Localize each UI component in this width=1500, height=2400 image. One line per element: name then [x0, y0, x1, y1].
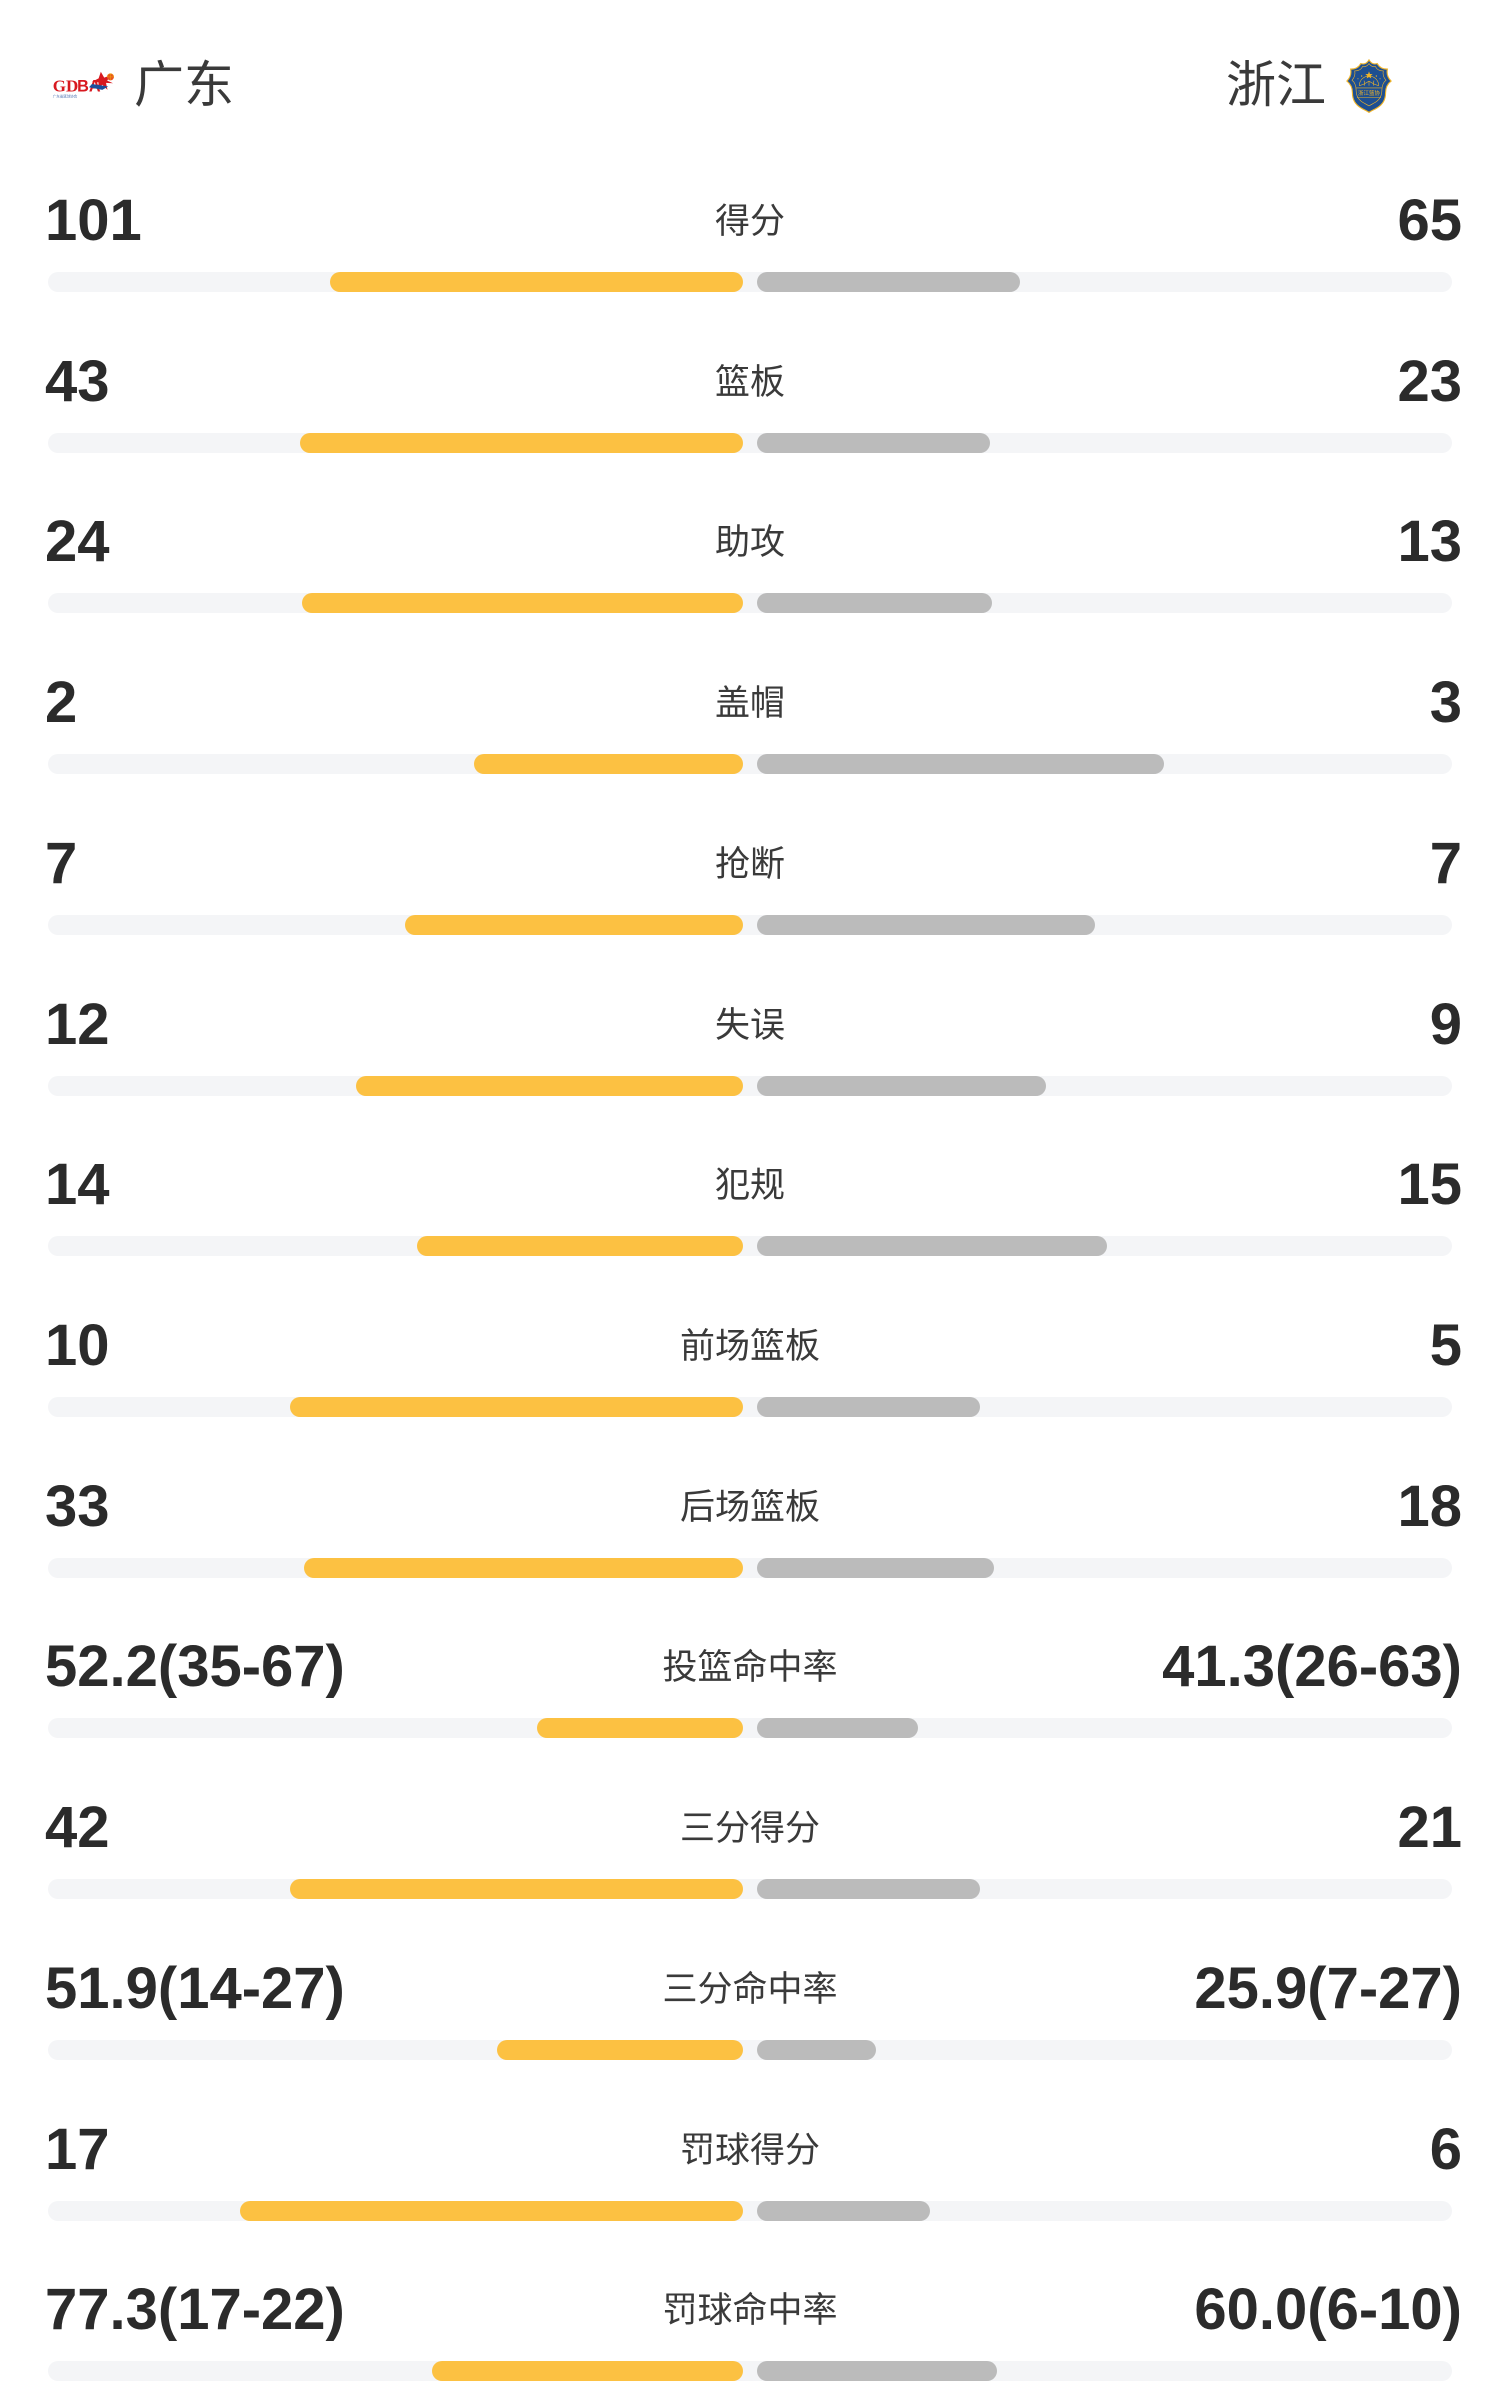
svg-text:GD: GD	[53, 77, 78, 96]
svg-text:广东省篮球协会: 广东省篮球协会	[53, 94, 78, 99]
